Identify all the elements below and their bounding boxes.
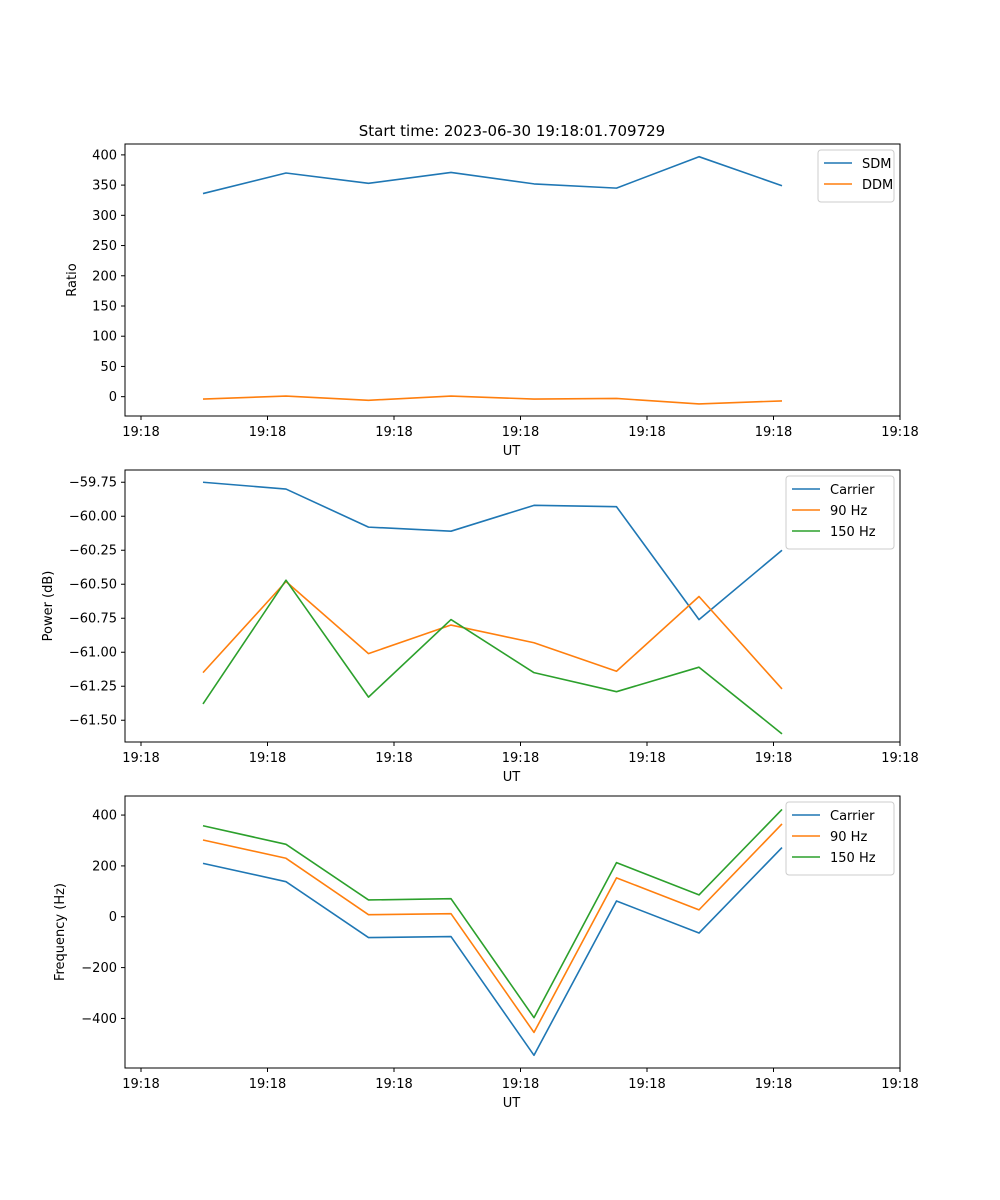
axes-frame — [124, 143, 901, 417]
x-tick-label: 19:18 — [249, 1077, 286, 1092]
y-tick-label: 300 — [92, 209, 117, 224]
legend-entry: 150 Hz — [830, 525, 876, 540]
x-tick-label: 19:18 — [122, 751, 159, 766]
y-tick-label: 250 — [92, 239, 117, 254]
series-line-carrier — [202, 481, 783, 621]
series-line-150-hz — [202, 579, 783, 735]
y-tick-label: −200 — [81, 961, 117, 976]
y-tick-label: 0 — [109, 910, 117, 925]
series-line-150-hz — [202, 808, 783, 1019]
y-axis-label: Frequency (Hz) — [53, 883, 68, 981]
y-tick-label: −400 — [81, 1012, 117, 1027]
y-axis-label: Ratio — [65, 263, 80, 296]
x-tick-label: 19:18 — [881, 1077, 918, 1092]
x-axis-label: UT — [503, 1096, 521, 1111]
series-line-90-hz — [202, 823, 783, 1034]
y-tick-label: 350 — [92, 179, 117, 194]
y-tick-label: 200 — [92, 859, 117, 874]
chart-panel-3: 19:18 19:18 19:18 19:18 19:18 19:18 19:18 −400 −… — [53, 795, 919, 1111]
axes-frame — [124, 795, 901, 1069]
x-tick-label: 19:18 — [122, 1077, 159, 1092]
x-tick-label: 19:18 — [502, 1077, 539, 1092]
y-tick-label: −61.00 — [69, 646, 117, 661]
series-line-carrier — [202, 847, 783, 1057]
y-tick-label: −59.75 — [69, 476, 117, 491]
legend: Carrier 90 Hz 150 Hz — [785, 475, 895, 550]
legend: SDM DDM — [817, 149, 895, 203]
x-tick-label: 19:18 — [375, 1077, 412, 1092]
y-tick-label: 400 — [92, 809, 117, 824]
x-axis-label: UT — [503, 444, 521, 459]
y-tick-label: −60.00 — [69, 510, 117, 525]
y-tick-label: 0 — [109, 390, 117, 405]
y-tick-label: −60.25 — [69, 544, 117, 559]
legend: Carrier 90 Hz 150 Hz — [785, 801, 895, 876]
x-tick-label: 19:18 — [881, 425, 918, 440]
figure-title: Start time: 2023-06-30 19:18:01.709729 — [359, 122, 665, 140]
axes-frame — [124, 469, 901, 743]
y-tick-label: −60.75 — [69, 612, 117, 627]
y-tick-label: −60.50 — [69, 578, 117, 593]
y-tick-label: −61.50 — [69, 714, 117, 729]
y-tick-label: 50 — [100, 360, 117, 375]
x-tick-label: 19:18 — [755, 751, 792, 766]
legend-entry: DDM — [862, 178, 893, 193]
chart-panel-2: 19:18 19:18 19:18 19:18 19:18 19:18 19:18 −61.5… — [41, 469, 919, 785]
legend-entry: 150 Hz — [830, 851, 876, 866]
series-line-sdm — [202, 155, 783, 195]
legend-entry: SDM — [862, 157, 891, 172]
y-tick-label: 150 — [92, 299, 117, 314]
x-tick-label: 19:18 — [375, 751, 412, 766]
y-axis-label: Power (dB) — [41, 571, 56, 642]
x-tick-label: 19:18 — [881, 751, 918, 766]
x-tick-label: 19:18 — [502, 425, 539, 440]
y-tick-label: 100 — [92, 330, 117, 345]
x-tick-label: 19:18 — [755, 1077, 792, 1092]
legend-entry: 90 Hz — [830, 830, 867, 845]
legend-entry: Carrier — [830, 483, 875, 498]
x-tick-label: 19:18 — [755, 425, 792, 440]
x-tick-label: 19:18 — [502, 751, 539, 766]
legend-entry: Carrier — [830, 809, 875, 824]
series-line-90-hz — [202, 580, 783, 690]
legend-entry: 90 Hz — [830, 504, 867, 519]
x-tick-label: 19:18 — [375, 425, 412, 440]
y-tick-label: 200 — [92, 269, 117, 284]
x-tick-label: 19:18 — [122, 425, 159, 440]
x-tick-label: 19:18 — [628, 751, 665, 766]
y-tick-label: −61.25 — [69, 680, 117, 695]
chart-panel-1: 19:18 19:18 19:18 19:18 19:18 19:18 19:18 0 50 10… — [65, 143, 919, 459]
x-tick-label: 19:18 — [249, 751, 286, 766]
x-tick-label: 19:18 — [249, 425, 286, 440]
x-axis-label: UT — [503, 770, 521, 785]
y-tick-label: 400 — [92, 148, 117, 163]
x-tick-label: 19:18 — [628, 425, 665, 440]
x-tick-label: 19:18 — [628, 1077, 665, 1092]
series-line-ddm — [202, 395, 783, 405]
